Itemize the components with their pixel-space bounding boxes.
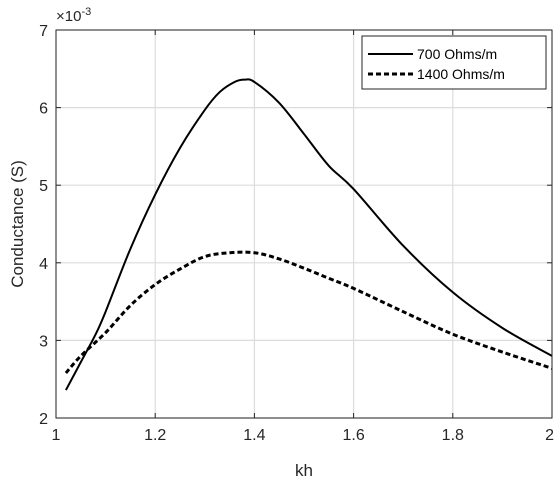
y-axis-label: Conductance (S) xyxy=(8,160,27,288)
x-axis-ticks: 1 1.2 1.4 1.6 1.8 2 xyxy=(52,30,554,444)
y-axis-ticks: 2 3 4 5 6 7 xyxy=(39,23,552,428)
x-tick-label: 1.4 xyxy=(243,427,265,444)
x-tick-label: 1.8 xyxy=(442,427,464,444)
legend-label-700: 700 Ohms/m xyxy=(417,46,497,62)
plot-area xyxy=(56,30,552,418)
plot-frame xyxy=(55,29,553,419)
legend: 700 Ohms/m 1400 Ohms/m xyxy=(361,35,547,90)
legend-label-1400: 1400 Ohms/m xyxy=(417,66,505,82)
y-tick-label: 6 xyxy=(39,101,48,118)
legend-box xyxy=(361,35,547,90)
exponent-base: ×10 xyxy=(56,8,81,25)
y-tick-label: 4 xyxy=(39,256,48,273)
y-tick-label: 2 xyxy=(39,411,48,428)
exponent-label: ×10-3 xyxy=(56,6,91,25)
x-tick-label: 2 xyxy=(545,427,554,444)
x-tick-label: 1 xyxy=(52,427,61,444)
series-line-1400 xyxy=(64,250,553,374)
y-tick-label: 7 xyxy=(39,23,48,40)
x-tick-label: 1.6 xyxy=(342,427,364,444)
y-tick-label: 5 xyxy=(39,178,48,195)
y-tick-label: 3 xyxy=(39,333,48,350)
exponent-power: -3 xyxy=(81,6,91,18)
x-axis-label: kh xyxy=(295,461,313,480)
series-line-700 xyxy=(65,78,553,391)
series-group xyxy=(64,78,553,391)
x-tick-label: 1.2 xyxy=(144,427,166,444)
